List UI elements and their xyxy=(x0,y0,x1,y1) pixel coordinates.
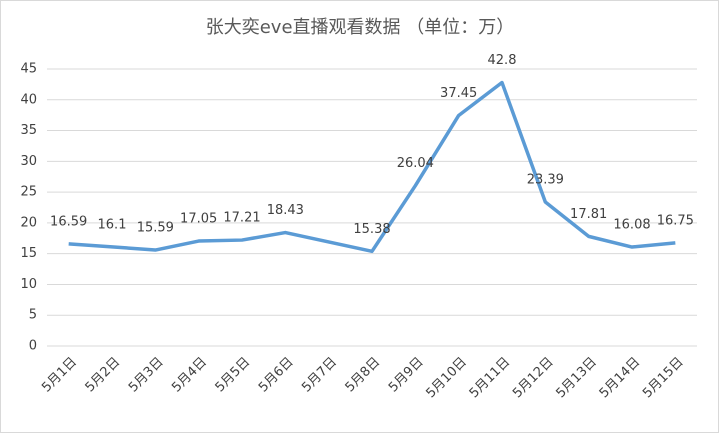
data-label: 37.45 xyxy=(440,86,477,101)
data-label: 16.59 xyxy=(50,214,87,229)
y-tick-label: 0 xyxy=(29,339,37,354)
y-tick-label: 15 xyxy=(20,246,37,261)
line xyxy=(68,80,676,254)
data-label: 15.38 xyxy=(353,222,390,237)
chart-title: 张大奕eve直播观看数据 （单位：万） xyxy=(206,17,515,38)
y-tick-label: 40 xyxy=(20,92,37,107)
data-label: 23.39 xyxy=(527,173,564,188)
data-label: 26.04 xyxy=(397,156,434,171)
data-label: 17.81 xyxy=(570,207,607,222)
data-label: 17.05 xyxy=(180,212,217,227)
y-tick-label: 45 xyxy=(20,62,37,77)
y-tick-label: 10 xyxy=(20,277,37,292)
y-tick-label: 25 xyxy=(20,185,37,200)
data-label: 17.21 xyxy=(223,211,260,226)
data-label: 16.75 xyxy=(657,213,694,228)
data-label: 16.1 xyxy=(98,217,127,232)
y-tick-label: 20 xyxy=(20,215,37,230)
data-label: 16.08 xyxy=(613,218,650,233)
y-tick-label: 5 xyxy=(29,308,37,323)
y-tick-label: 35 xyxy=(20,123,37,138)
data-label: 15.59 xyxy=(137,221,174,236)
data-label: 18.43 xyxy=(267,203,304,218)
y-tick-label: 30 xyxy=(20,154,37,169)
data-label: 42.8 xyxy=(488,53,517,68)
